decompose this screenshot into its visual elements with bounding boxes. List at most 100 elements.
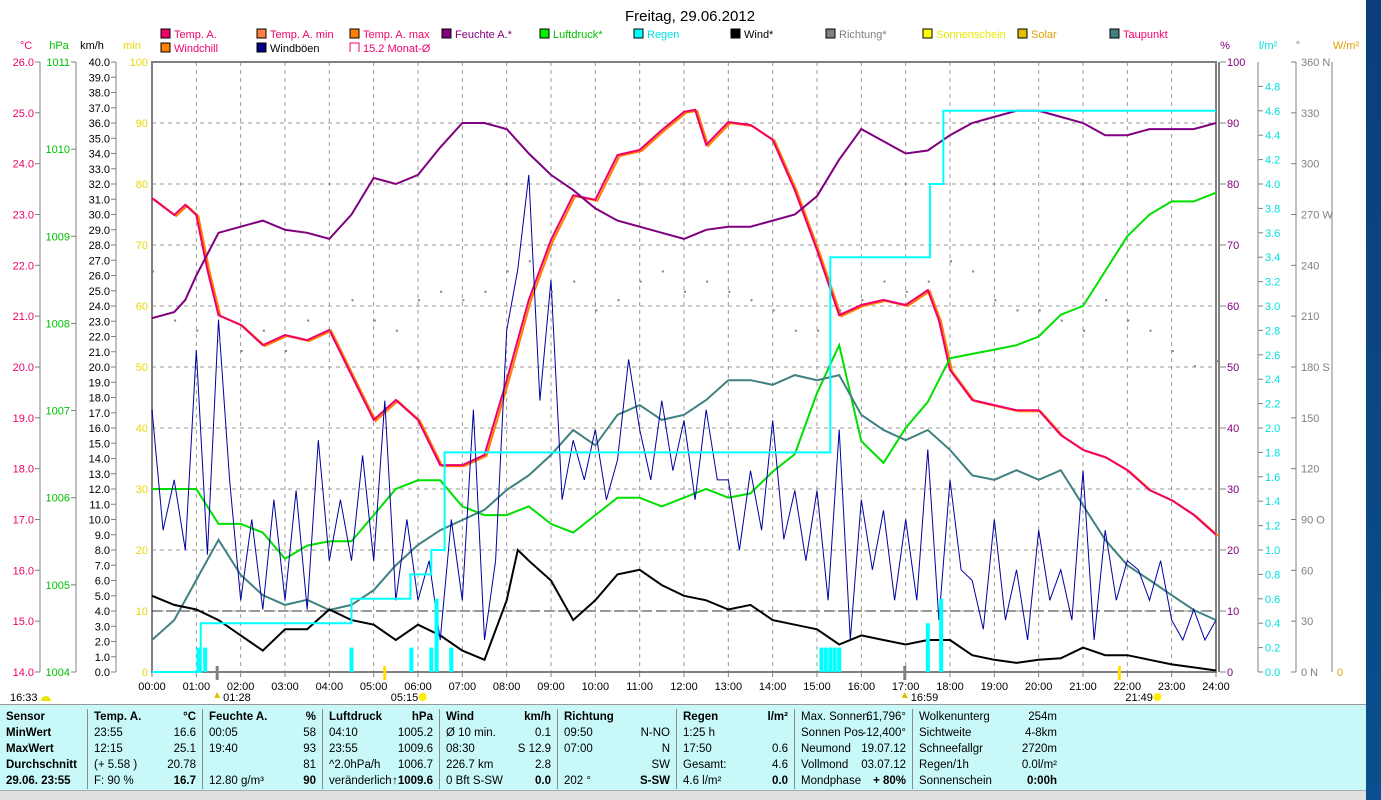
rain-bar: [434, 598, 439, 672]
deg-axis-label: 150: [1301, 413, 1319, 425]
cell-label: Sichtweite: [919, 727, 972, 739]
cell-label: 0 Bft S-SW: [446, 775, 503, 787]
rain-bar: [837, 647, 842, 672]
cell-label: 08:30: [446, 743, 475, 755]
deg-axis-label: 120: [1301, 464, 1319, 476]
rain-axis-label: 1.4: [1265, 496, 1280, 508]
x-axis-label: 11:00: [626, 681, 653, 693]
cell-label: ^2.0hPa/h: [329, 759, 381, 771]
direction-dot: [418, 299, 420, 302]
hpa-axis-label: 1007: [46, 406, 70, 418]
table-row: 29.06. 23:55: [6, 773, 81, 789]
kmh-axis-label: 20.0: [89, 362, 110, 374]
table-header: Richtung: [564, 709, 670, 725]
legend-swatch: [256, 42, 267, 53]
x-axis-label: 02:00: [227, 681, 255, 693]
legend-label: 15.2 Monat-Ø: [363, 43, 431, 55]
direction-dot: [440, 290, 443, 293]
table-section-sonne: Max. Sonnen 61,796° Sonnen Pos -12,400° Neum…: [795, 709, 913, 789]
deg-axis-label: 360 N: [1301, 57, 1330, 69]
direction-dot: [573, 280, 576, 283]
direction-dot: [551, 290, 553, 293]
status-bar: [0, 790, 1366, 800]
cell-label: 17:50: [683, 743, 712, 755]
moon-arrow-icon: [214, 692, 221, 698]
temp-axis-label: 23.0: [13, 210, 34, 222]
axis-unit-min: min: [123, 40, 141, 52]
rain-axis-label: 1.2: [1265, 521, 1280, 533]
cell-label: Mondphase: [801, 775, 862, 787]
direction-dot: [950, 260, 952, 263]
cell-value: 20.78: [167, 759, 196, 771]
legend-swatch: [825, 28, 836, 39]
temp-axis-label: 20.0: [13, 362, 34, 374]
x-axis-label: 18:00: [936, 681, 964, 693]
rain-axis-label: 0.0: [1265, 667, 1280, 679]
cell-label: Wolkenunterg: [919, 711, 990, 723]
rain-bar: [196, 647, 201, 672]
legend-swatch: [1017, 28, 1028, 39]
rain-bar: [203, 647, 208, 672]
min-axis-label: 30: [136, 484, 148, 496]
x-axis-label: 15:00: [803, 681, 831, 693]
x-axis-label: 20:00: [1025, 681, 1053, 693]
cell-value: 4.6: [772, 759, 788, 771]
cell-value: ↑1009.6: [392, 775, 433, 787]
direction-dot: [905, 290, 908, 293]
wind-line: [151, 548, 1217, 672]
direction-dot: [1083, 329, 1085, 332]
min-axis-label: 60: [136, 301, 148, 313]
cell-value: 0.0l/m²: [1021, 759, 1057, 771]
deg-axis-label: 240: [1301, 260, 1319, 272]
table-row: 09:50 N-NO: [564, 725, 670, 741]
kmh-axis-label: 18.0: [89, 393, 110, 405]
legend-label: Temp. A.: [174, 29, 217, 41]
table-row: 1:25 h: [683, 725, 788, 741]
legend-swatch: [160, 28, 171, 39]
cell-label: Ø 10 min.: [446, 727, 496, 739]
rain-axis-label: 3.2: [1265, 277, 1280, 289]
temp-axis-label: 14.0: [13, 667, 34, 679]
cell-value: 81: [303, 759, 316, 771]
direction-dot: [152, 270, 154, 273]
direction-dot: [395, 329, 398, 332]
direction-dot: [1216, 360, 1218, 363]
rain-bar: [823, 647, 828, 672]
x-axis-label: 07:00: [449, 681, 477, 693]
sun-icon: [1153, 693, 1162, 701]
min-axis-label: 10: [136, 606, 148, 618]
temp-axis-label: 25.0: [13, 108, 34, 120]
table-row: 0 Bft S-SW 0.0: [446, 773, 551, 789]
table-header: Wolkenunterg 254m: [919, 709, 1057, 725]
legend-swatch: [256, 28, 267, 39]
rain-axis-label: 4.4: [1265, 130, 1280, 142]
direction-dot: [262, 329, 265, 332]
pct-axis-label: 50: [1227, 362, 1239, 374]
cell-label: Feuchte A.: [209, 711, 268, 723]
table-row: MaxWert: [6, 741, 81, 757]
kmh-axis-label: 39.0: [89, 72, 110, 84]
table-section-richtung: Richtung 09:50 N-NO 07:00 N SW 202 ° S-SW: [558, 709, 677, 789]
rain-bar: [449, 647, 454, 672]
regen-line: [152, 109, 1216, 673]
table-row: Gesamt: 4.6: [683, 757, 788, 773]
cell-value: hPa: [411, 711, 433, 723]
rain-axis-label: 3.6: [1265, 228, 1280, 240]
table-row: 202 ° S-SW: [564, 773, 670, 789]
table-section-temp: Temp. A. °C 23:55 16.6 12:15 25.1 (+ 5.58 ) 20.…: [88, 709, 203, 789]
pct-axis-label: 90: [1227, 118, 1239, 130]
kmh-axis-label: 11.0: [89, 499, 110, 511]
kmh-axis-label: 40.0: [89, 57, 110, 69]
table-row: Regen/1h 0.0l/m²: [919, 757, 1057, 773]
x-axis-label: 24:00: [1202, 681, 1230, 693]
cell-label: Richtung: [564, 711, 614, 723]
table-row: Durchschnitt: [6, 757, 81, 773]
table-header: Wind km/h: [446, 709, 551, 725]
x-axis-label: 03:00: [271, 681, 299, 693]
x-axis-label: 04:00: [316, 681, 344, 693]
cell-value: 61,796°: [866, 711, 906, 723]
hpa-axis-label: 1009: [46, 231, 70, 243]
table-row: F: 90 % 16.7: [94, 773, 196, 789]
cell-label: Vollmond: [801, 759, 849, 771]
table-row: 04:10 1005.2: [329, 725, 433, 741]
